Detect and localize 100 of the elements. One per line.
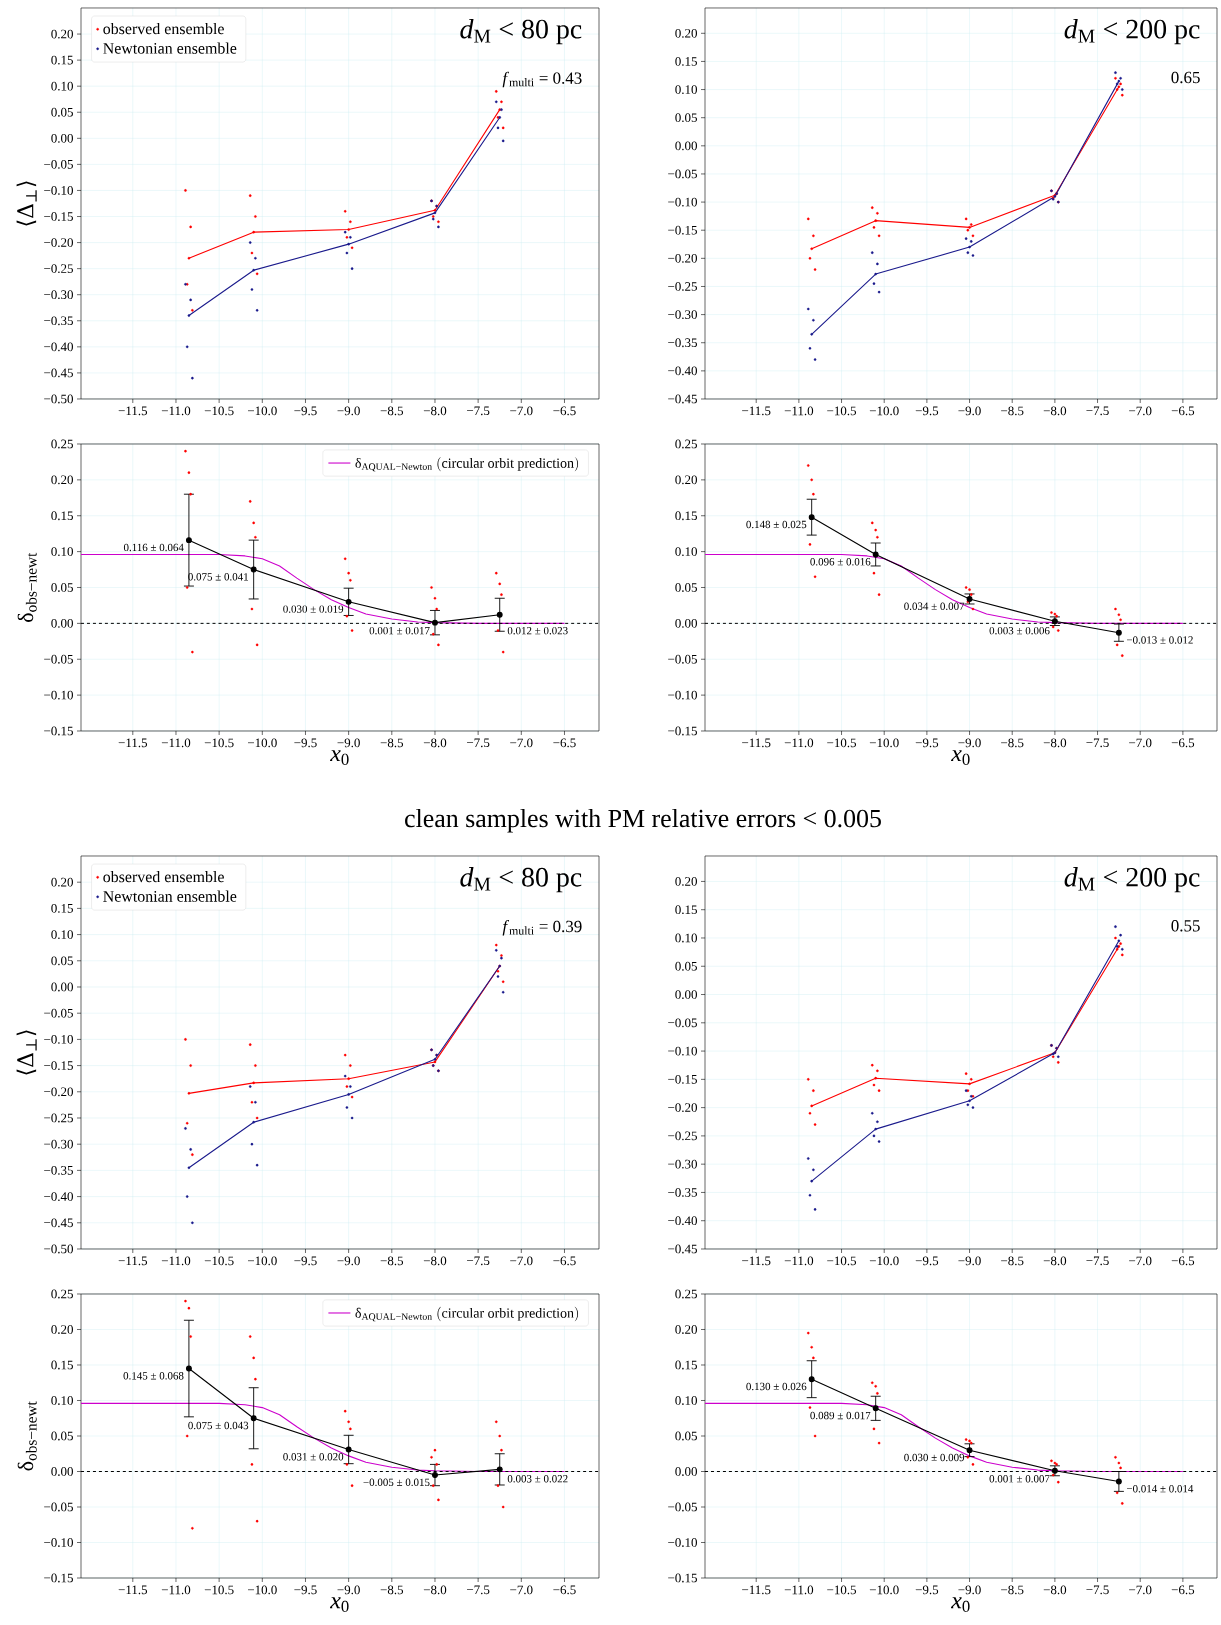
x-tick-label: −6.5 xyxy=(553,738,576,748)
data-label: −0.013 ± 0.012 xyxy=(1126,636,1193,644)
y-tick-label: −0.25 xyxy=(44,1113,73,1123)
annotation: d$_{M}$ < 80 pc xyxy=(460,18,582,45)
x-tick-label: −10.5 xyxy=(827,406,857,416)
data-label: 0.130 ± 0.026 xyxy=(746,1382,807,1391)
y-tick-label: −0.05 xyxy=(668,1502,697,1512)
x-tick-label: −7.5 xyxy=(467,1256,490,1266)
data-label: 0.145 ± 0.068 xyxy=(123,1372,184,1380)
legend-label: Newtonian ensemble xyxy=(103,42,237,54)
y-tick-label: −0.05 xyxy=(668,169,697,179)
x-tick-label: −11.5 xyxy=(118,738,148,748)
x-tick-label: −6.5 xyxy=(553,1256,576,1266)
x-tick-label: −9.0 xyxy=(337,1585,360,1595)
y-tick-label: −0.45 xyxy=(44,1218,73,1228)
x-tick-label: −7.5 xyxy=(467,406,490,416)
x-tick-label: −10.5 xyxy=(204,1256,234,1266)
x-tick-label: −9.0 xyxy=(337,738,360,748)
y-tick-label: −0.50 xyxy=(44,1244,73,1254)
y-axis-title: ⟨Δ$_{⊥}$⟩ xyxy=(16,1030,37,1075)
x-tick-label: −9.5 xyxy=(915,406,939,416)
x-tick-label: −8.0 xyxy=(1043,1585,1067,1595)
y-tick-label: −0.10 xyxy=(44,690,73,700)
y-tick-label: 0.25 xyxy=(675,439,697,449)
data-label: 0.096 ± 0.016 xyxy=(810,558,871,566)
x-tick-label: −10.5 xyxy=(827,1585,857,1595)
y-tick-label: −0.40 xyxy=(44,1192,73,1201)
y-tick-label: −0.45 xyxy=(668,394,697,404)
y-tick-label: −0.30 xyxy=(44,290,73,300)
y-tick-label: 0.00 xyxy=(51,982,73,992)
x-tick-label: −10.0 xyxy=(247,738,277,748)
x-tick-label: −10.0 xyxy=(247,1256,277,1266)
y-tick-label: 0.10 xyxy=(51,930,73,939)
x-axis-title: x$_{0}$ xyxy=(329,1597,349,1613)
y-tick-label: 0.20 xyxy=(51,29,73,39)
x-tick-label: −11.0 xyxy=(784,406,814,416)
y-tick-label: −0.45 xyxy=(668,1244,697,1254)
x-tick-label: −6.5 xyxy=(1171,1585,1195,1595)
x-tick-label: −7.0 xyxy=(510,406,533,416)
y-tick-label: 0.15 xyxy=(51,511,73,521)
y-tick-label: 0.25 xyxy=(675,1289,697,1299)
x-tick-label: −11.0 xyxy=(784,1256,814,1266)
x-tick-label: −8.5 xyxy=(380,738,404,748)
y-tick-label: −0.25 xyxy=(44,264,73,274)
x-tick-label: −9.5 xyxy=(915,1585,939,1595)
data-label: 0.001 ± 0.007 xyxy=(989,1475,1050,1483)
x-tick-label: −8.5 xyxy=(380,406,404,416)
x-tick-label: −11.5 xyxy=(118,1585,148,1595)
x-tick-label: −9.5 xyxy=(294,1256,317,1266)
x-tick-label: −9.0 xyxy=(337,406,360,416)
y-tick-label: −0.05 xyxy=(44,654,73,664)
y-tick-label: −0.45 xyxy=(44,368,73,378)
y-tick-label: −0.10 xyxy=(668,197,697,207)
x-tick-label: −7.0 xyxy=(510,1256,533,1266)
y-tick-label: 0.10 xyxy=(51,81,73,91)
y-tick-label: 0.20 xyxy=(675,28,697,38)
annotation: f$_{multi}$ = 0.43 xyxy=(502,71,582,88)
x-tick-label: −11.5 xyxy=(742,738,771,748)
y-tick-label: 0.20 xyxy=(675,1325,697,1334)
y-tick-label: −0.20 xyxy=(668,1103,697,1113)
x-tick-label: −11.5 xyxy=(118,406,148,416)
x-tick-label: −6.5 xyxy=(1171,406,1195,416)
x-tick-label: −9.5 xyxy=(915,1256,939,1266)
legend-label: observed ensemble xyxy=(103,22,224,35)
y-tick-label: 0.20 xyxy=(51,1325,73,1334)
x-tick-label: −10.0 xyxy=(869,1256,899,1266)
x-tick-label: −10.0 xyxy=(869,738,899,748)
x-axis-title: x$_{0}$ xyxy=(950,1597,970,1613)
y-tick-label: 0.10 xyxy=(675,547,697,557)
legend-label: $\mathrm{δ_{AQUAL−Newton}\ (circular\ orbit\ prediction)}$ xyxy=(355,456,579,472)
y-tick-label: −0.25 xyxy=(668,282,697,291)
x-tick-label: −11.5 xyxy=(118,1256,148,1266)
x-tick-label: −11.0 xyxy=(161,406,191,416)
y-tick-label: −0.35 xyxy=(44,316,73,326)
x-tick-label: −7.5 xyxy=(467,1585,490,1595)
x-tick-label: −7.5 xyxy=(1086,406,1109,416)
y-tick-label: −0.10 xyxy=(44,1538,73,1547)
y-tick-label: 0.20 xyxy=(675,877,697,886)
data-label: 0.030 ± 0.019 xyxy=(283,605,344,613)
data-label: 0.001 ± 0.017 xyxy=(369,626,430,635)
y-axis-title: $\mathrm{δ_{obs−newt}}$ xyxy=(17,552,37,622)
x-tick-label: −7.5 xyxy=(1086,1256,1109,1266)
x-tick-label: −10.0 xyxy=(247,1585,277,1595)
data-label: 0.116 ± 0.064 xyxy=(123,543,184,552)
legend-label: observed ensemble xyxy=(103,871,224,883)
x-tick-label: −8.5 xyxy=(1001,738,1024,748)
y-tick-label: −0.35 xyxy=(44,1165,73,1175)
y-tick-label: 0.00 xyxy=(675,141,697,151)
y-tick-label: 0.00 xyxy=(675,990,697,999)
x-tick-label: −8.0 xyxy=(423,738,447,748)
x-tick-label: −11.5 xyxy=(742,1256,771,1266)
x-tick-label: −9.5 xyxy=(915,738,939,748)
y-tick-label: 0.10 xyxy=(675,933,697,943)
x-tick-label: −10.0 xyxy=(247,406,277,416)
annotation: f$_{multi}$ = 0.39 xyxy=(502,920,582,936)
y-tick-label: −0.35 xyxy=(668,1188,697,1197)
x-tick-label: −8.0 xyxy=(423,1256,447,1266)
x-tick-label: −7.0 xyxy=(1129,738,1152,748)
x-tick-label: −9.0 xyxy=(958,406,981,416)
y-tick-label: 0.00 xyxy=(675,618,697,628)
